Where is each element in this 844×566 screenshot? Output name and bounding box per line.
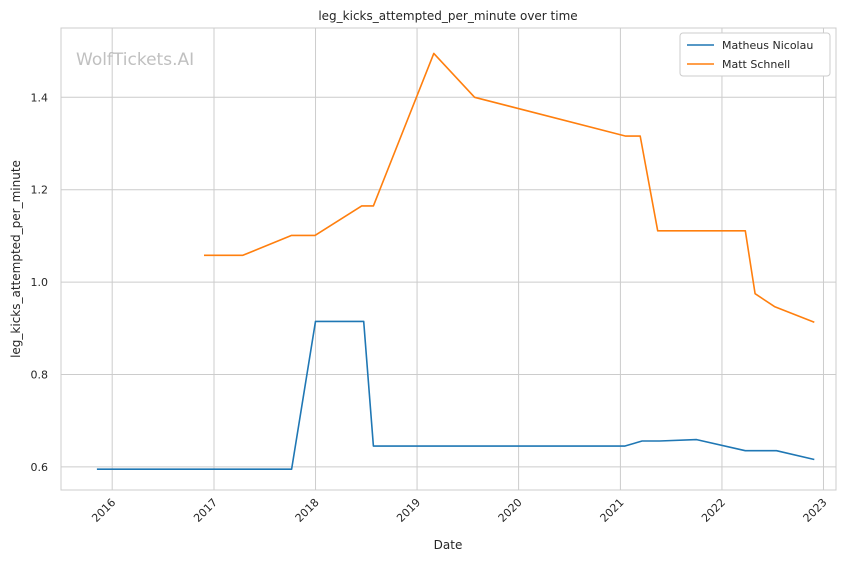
x-axis-title: Date — [434, 538, 463, 552]
y-tick-label: 1.2 — [31, 184, 49, 197]
series-line-matheus-nicolau — [96, 320, 815, 471]
legend-label-matheus-nicolau: Matheus Nicolau — [722, 39, 813, 52]
y-tick-label: 1.4 — [31, 91, 49, 104]
series-lines — [96, 52, 815, 471]
y-tick-label: 1.0 — [31, 276, 49, 289]
grid-lines — [61, 28, 836, 490]
y-axis-title: leg_kicks_attempted_per_minute — [9, 160, 23, 358]
chart-title: leg_kicks_attempted_per_minute over time — [318, 9, 577, 23]
y-tick-label: 0.8 — [31, 369, 49, 382]
series-line-matt-schnell — [204, 52, 815, 324]
legend: Matheus Nicolau Matt Schnell — [679, 32, 831, 77]
legend-label-matt-schnell: Matt Schnell — [722, 58, 790, 71]
plot-area-frame — [60, 27, 837, 491]
legend-box — [679, 32, 831, 77]
watermark-text: WolfTickets.AI — [76, 50, 194, 70]
y-tick-label: 0.6 — [31, 461, 49, 474]
